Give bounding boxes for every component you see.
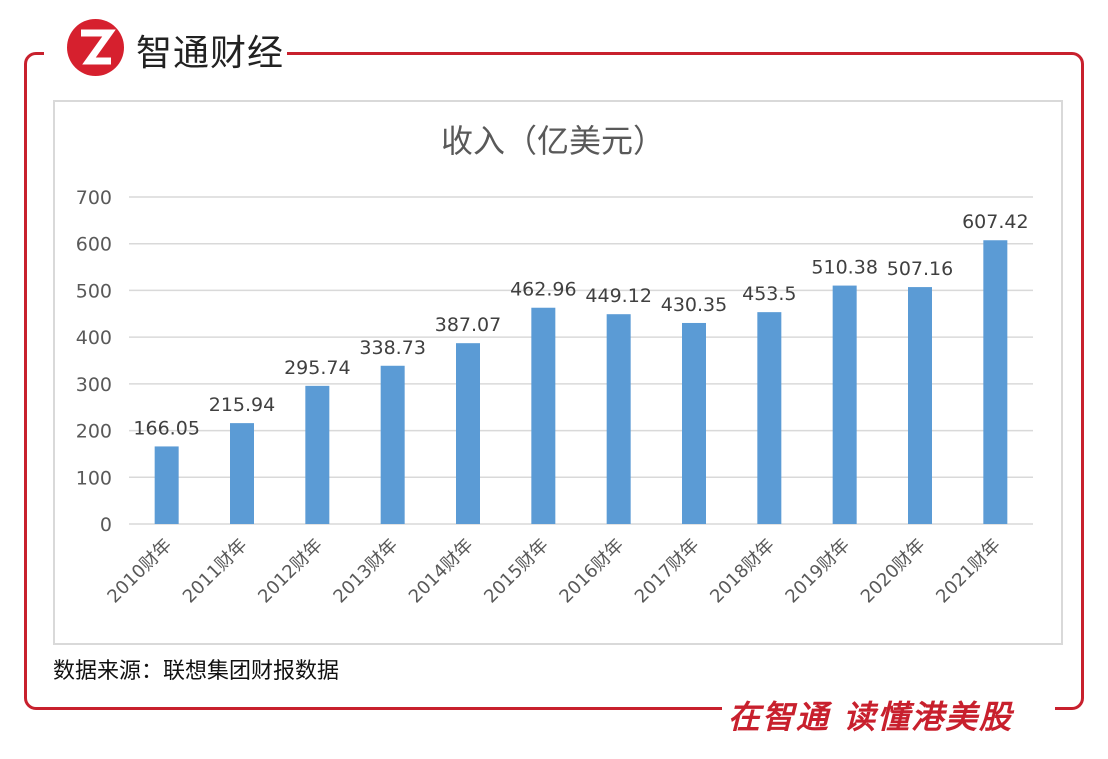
x-tick-label: 2010财年 (104, 535, 177, 608)
brand-logo-icon (67, 19, 124, 76)
bar (832, 285, 857, 524)
y-tick-label: 200 (76, 421, 112, 443)
x-tick-label: 2021财年 (932, 535, 1005, 608)
data-label: 462.96 (510, 279, 576, 301)
y-tick-label: 700 (76, 187, 112, 209)
x-tick-label: 2012财年 (254, 535, 327, 608)
data-label: 215.94 (209, 394, 275, 416)
x-tick-label: 2011财年 (179, 535, 252, 608)
x-tick-label: 2018财年 (706, 535, 779, 608)
x-tick-label: 2015财年 (480, 535, 553, 608)
chart-title: 收入（亿美元） (441, 122, 665, 160)
bar (456, 343, 480, 524)
data-source: 数据来源：联想集团财报数据 (53, 659, 340, 684)
bar (983, 240, 1008, 524)
chart-container (53, 100, 1063, 645)
y-tick-label: 100 (76, 467, 112, 489)
bar (230, 423, 254, 524)
bar (380, 365, 405, 524)
x-tick-label: 2019财年 (782, 535, 855, 608)
data-label: 453.5 (742, 283, 796, 305)
data-label: 295.74 (284, 357, 350, 379)
bar (606, 314, 631, 524)
y-tick-label: 300 (76, 374, 112, 396)
y-tick-label: 0 (100, 514, 112, 536)
data-label: 387.07 (435, 314, 501, 336)
bar (757, 312, 782, 524)
bar (154, 446, 179, 524)
y-tick-label: 500 (76, 280, 112, 302)
bar (908, 287, 932, 524)
data-label: 510.38 (811, 257, 877, 279)
x-tick-label: 2014财年 (405, 535, 478, 608)
data-label: 430.35 (661, 294, 727, 316)
brand-frame (24, 52, 1084, 710)
data-label: 449.12 (585, 285, 651, 307)
data-label: 338.73 (359, 337, 425, 359)
x-tick-label: 2013财年 (330, 535, 403, 608)
bar (682, 322, 706, 524)
y-tick-label: 600 (76, 234, 112, 256)
x-tick-label: 2020财年 (857, 535, 930, 608)
bar (305, 385, 330, 524)
x-tick-label: 2016财年 (556, 535, 629, 608)
data-label: 166.05 (133, 417, 199, 439)
brand-name: 智通财经 (136, 33, 285, 74)
data-label: 507.16 (887, 258, 953, 280)
data-label: 607.42 (962, 211, 1028, 233)
frame-gap-bottom (722, 695, 1055, 729)
bar (531, 307, 556, 524)
y-tick-label: 400 (76, 327, 112, 349)
brand-slogan: 在智通 读懂港美股 (728, 698, 1014, 736)
x-tick-label: 2017财年 (631, 535, 704, 608)
